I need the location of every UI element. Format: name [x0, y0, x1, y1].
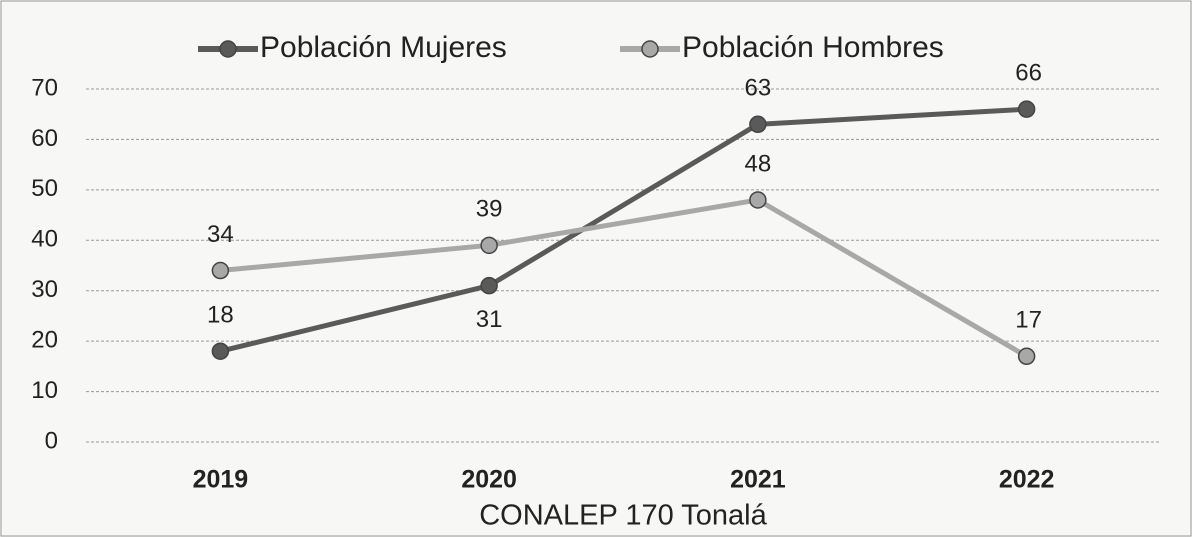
- y-tick-label: 40: [31, 226, 58, 253]
- data-label: 66: [1015, 60, 1042, 87]
- y-tick-label: 10: [31, 377, 58, 404]
- point: [211, 342, 230, 360]
- point: [1017, 100, 1036, 118]
- y-tick-label: 50: [31, 175, 58, 202]
- legend-marker: [641, 40, 659, 58]
- series-line: [220, 197, 1028, 359]
- data-label: 48: [745, 150, 772, 177]
- x-tick-label: 2021: [730, 466, 786, 494]
- point: [480, 276, 498, 295]
- data-label: 34: [207, 221, 234, 248]
- x-tick-label: 2022: [999, 466, 1055, 494]
- legend-label: Población Mujeres: [260, 31, 507, 64]
- point: [749, 115, 767, 134]
- x-tick-label: 2020: [461, 466, 517, 494]
- point: [749, 191, 767, 209]
- point: [480, 236, 498, 255]
- x-axis-title: CONALEP 170 Tonalá: [479, 500, 767, 532]
- data-label: 18: [207, 302, 234, 329]
- y-tick-label: 20: [31, 326, 58, 353]
- legend-label: Población Hombres: [682, 31, 944, 64]
- y-tick-label: 70: [31, 74, 58, 101]
- y-tick-label: 0: [45, 427, 58, 454]
- y-tick-label: 60: [31, 125, 58, 152]
- x-tick-label: 2019: [193, 466, 249, 494]
- series-line: [219, 106, 1027, 354]
- data-label: 31: [476, 306, 503, 333]
- data-label: 63: [745, 75, 772, 102]
- legend-marker: [219, 40, 237, 58]
- point: [1017, 347, 1036, 366]
- point: [211, 261, 230, 280]
- data-label: 17: [1015, 307, 1042, 334]
- y-tick-label: 30: [31, 276, 58, 303]
- data-label: 39: [476, 196, 503, 223]
